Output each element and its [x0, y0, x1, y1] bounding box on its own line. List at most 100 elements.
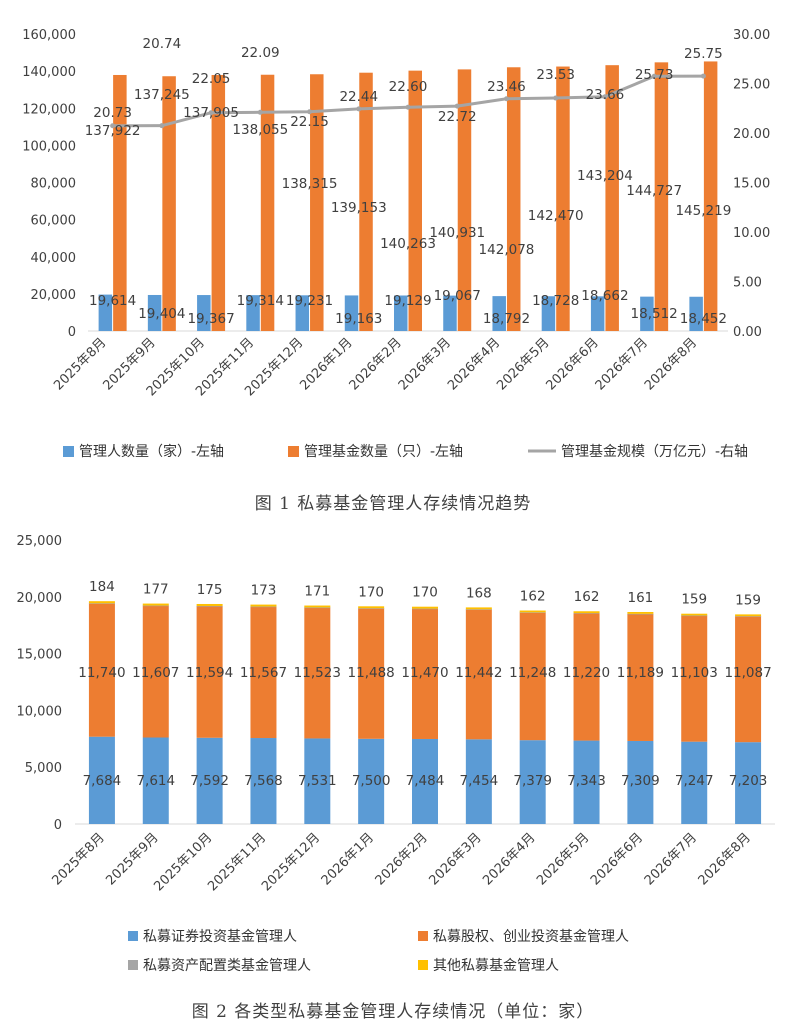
- chart-2-bar-securities: [681, 741, 708, 824]
- chart-1-bar-funds: [359, 72, 373, 332]
- chart-2-bar-asset-allocation: [519, 612, 546, 613]
- chart-2-bar-asset-allocation: [196, 605, 223, 607]
- chart-1-bar-funds: [260, 74, 275, 331]
- chart-1-label-scale: 22.05: [192, 71, 231, 87]
- chart-1-left-tick: 120,000: [22, 102, 76, 117]
- chart-2-bar-asset-allocation: [681, 615, 708, 617]
- chart-1-bar-managers: [147, 294, 162, 331]
- chart-2-bar-asset-allocation: [627, 613, 654, 615]
- chart-2-bar-asset-allocation: [735, 616, 762, 617]
- chart-1-bar-funds: [654, 62, 669, 332]
- chart-2-bar-securities: [412, 738, 438, 824]
- chart-2-label-securities: 7,614: [136, 773, 175, 789]
- chart-1-bar-funds: [506, 67, 521, 332]
- chart-1-left-tick: 60,000: [31, 214, 77, 229]
- chart-1-line-point: [553, 95, 559, 101]
- chart-2-label-equity: 11,607: [132, 665, 179, 681]
- chart-1-bar-managers: [98, 294, 113, 331]
- chart-1-bar-managers: [640, 296, 654, 331]
- chart-2-bar-equity: [519, 612, 546, 741]
- chart-1-bar-funds: [408, 70, 422, 331]
- chart-1-label-scale: 20.73: [93, 105, 132, 121]
- chart-1-label-funds: 137,922: [85, 123, 141, 139]
- chart-1-label-managers: 18,512: [631, 306, 678, 322]
- chart-2-x-tick: 2026年1月: [319, 830, 377, 888]
- chart-1-label-managers: 18,662: [581, 288, 628, 304]
- chart-2-label-other: 162: [520, 589, 546, 605]
- chart-1-bar-funds: [211, 75, 226, 331]
- chart-2-x-tick: 2025年8月: [50, 830, 108, 888]
- chart-1-label-scale: 22.44: [339, 89, 378, 105]
- chart-1-label-managers: 19,163: [335, 311, 382, 327]
- chart-1-label-managers: 19,614: [89, 293, 136, 309]
- chart-2-bar-securities: [519, 740, 546, 824]
- chart-2-x-tick: 2026年4月: [480, 830, 538, 888]
- chart-2-bar-other: [412, 606, 438, 609]
- chart-1-line-point: [602, 94, 608, 100]
- chart-2-bar-equity: [465, 609, 492, 740]
- chart-2-bar-equity: [412, 608, 438, 739]
- chart-1-line-point: [257, 109, 263, 115]
- chart-1-left-tick: 140,000: [22, 65, 76, 80]
- chart-2-label-equity: 11,087: [724, 665, 771, 681]
- chart-1-label-scale: 25.73: [635, 67, 674, 83]
- chart-2-bar-securities: [142, 737, 169, 824]
- chart-2-bar-securities: [196, 737, 223, 824]
- chart-2-legend-swatch: [418, 960, 428, 970]
- chart-2-x-tick: 2025年9月: [103, 830, 161, 888]
- chart-1-label-funds: 140,931: [429, 225, 485, 241]
- chart-2-label-securities: 7,500: [352, 773, 391, 789]
- chart-2-bar-equity: [735, 616, 762, 743]
- chart-2-label-equity: 11,470: [401, 665, 448, 681]
- chart-2-x-tick: 2026年3月: [426, 830, 484, 888]
- chart-1-legend-swatch: [63, 446, 74, 457]
- chart-2-label-other: 159: [681, 592, 707, 608]
- chart-2-label-securities: 7,531: [298, 773, 337, 789]
- chart-2-label-securities: 7,484: [406, 773, 445, 789]
- chart-1-label-scale: 22.72: [438, 109, 477, 125]
- chart-2-bar-equity: [88, 603, 115, 737]
- chart-2-label-other: 161: [627, 590, 653, 606]
- chart-1-x-tick: 2026年8月: [642, 335, 700, 393]
- chart-1-right-tick: 25.00: [733, 78, 770, 93]
- chart-1-label-managers: 19,067: [434, 288, 481, 304]
- chart-2-x-tick: 2025年12月: [259, 830, 323, 894]
- chart-2-bar-equity: [573, 613, 600, 741]
- chart-2-legend-swatch: [128, 960, 138, 970]
- chart-1-label-scale: 22.15: [290, 114, 329, 130]
- chart-2-bar-other: [88, 601, 115, 604]
- chart-1-x-tick: 2025年8月: [51, 335, 109, 393]
- chart-1-left-tick: 80,000: [31, 177, 77, 192]
- chart-2-bar-asset-allocation: [250, 606, 277, 608]
- chart-2-bar-other: [681, 613, 708, 616]
- chart-2-bar-other: [573, 611, 600, 614]
- chart-1-bar-managers: [246, 295, 260, 331]
- chart-1-bar-managers: [492, 296, 506, 331]
- chart-2-label-securities: 7,343: [567, 773, 606, 789]
- chart-1-bar-managers: [295, 295, 310, 331]
- chart-2-label-securities: 7,684: [83, 773, 122, 789]
- chart-2-x-tick: 2026年7月: [642, 830, 700, 888]
- chart-2-label-securities: 7,309: [621, 773, 660, 789]
- chart-2-bar-asset-allocation: [304, 607, 331, 609]
- chart-2-x-tick: 2026年2月: [373, 830, 431, 888]
- chart-2-bar-other: [196, 603, 223, 606]
- chart-1-label-funds: 138,055: [232, 122, 288, 138]
- chart-2-label-equity: 11,567: [240, 665, 287, 681]
- chart-1-bar-funds: [605, 65, 619, 331]
- chart-1-left-tick: 20,000: [31, 288, 77, 303]
- chart-1-label-funds: 139,153: [331, 200, 387, 216]
- chart-2-label-equity: 11,189: [617, 665, 664, 681]
- chart-1-label-funds: 144,727: [626, 183, 682, 199]
- chart-2-label-other: 171: [304, 584, 330, 600]
- chart-2-bar-other: [627, 611, 654, 614]
- chart-1-label-managers: 19,367: [187, 311, 234, 327]
- chart-2-bar-equity: [196, 606, 223, 738]
- chart-1-label-scale: 20.74: [143, 36, 182, 52]
- chart-2-label-other: 159: [735, 592, 761, 608]
- chart-2-bar-asset-allocation: [465, 609, 492, 610]
- chart-1-left-tick: 0: [68, 325, 76, 340]
- chart-2-y-tick: 15,000: [17, 648, 63, 663]
- chart-1-right-tick: 30.00: [733, 28, 770, 43]
